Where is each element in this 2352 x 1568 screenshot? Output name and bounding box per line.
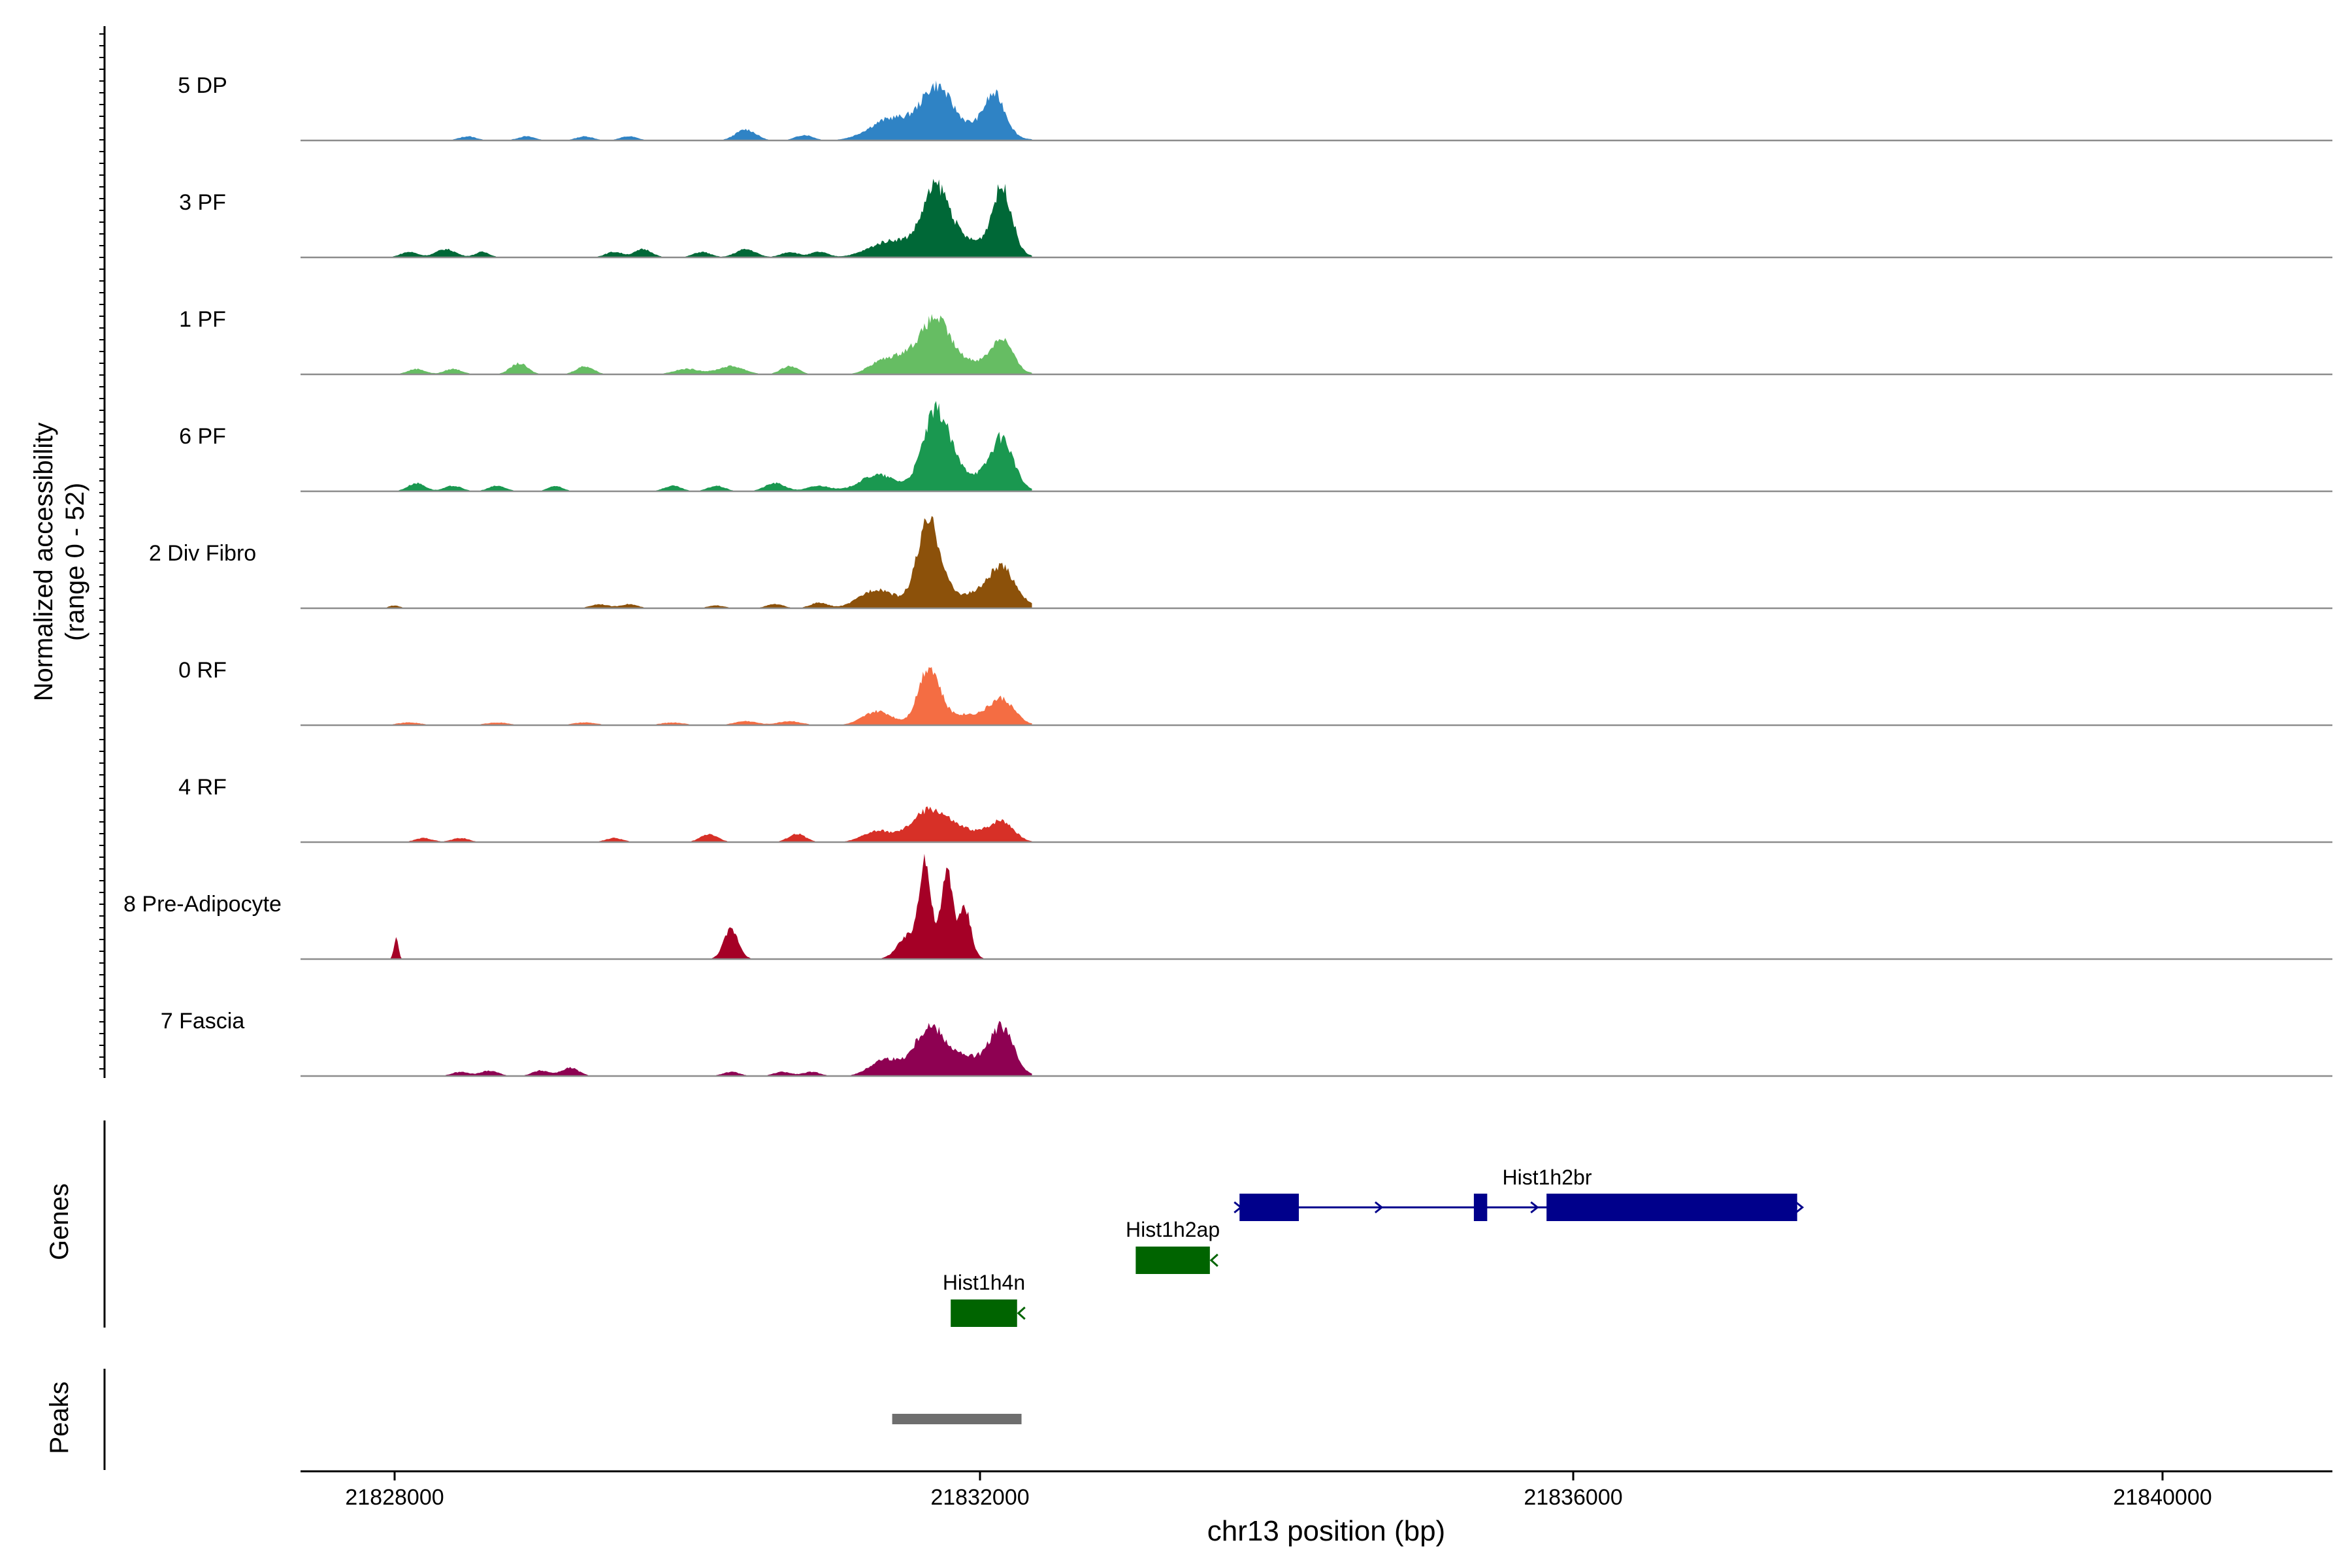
strand-arrow bbox=[1017, 1306, 1026, 1320]
strand-arrow bbox=[1795, 1201, 1805, 1214]
track-label: 8 Pre-Adipocyte bbox=[123, 892, 282, 917]
coverage-area bbox=[380, 80, 1032, 140]
gene-label: Hist1h2ap bbox=[1126, 1218, 1220, 1241]
coverage-area bbox=[380, 400, 1032, 491]
track-8-pre-adipocyte: 8 Pre-Adipocyte bbox=[123, 853, 2332, 960]
peaks-panel bbox=[103, 1369, 1022, 1470]
track-1-pf: 1 PF bbox=[179, 307, 2332, 376]
strand-arrow bbox=[1233, 1201, 1243, 1214]
genes-panel: Hist1h4n Hist1h2ap Hist1h2br bbox=[103, 1120, 1805, 1328]
gene-exon bbox=[1239, 1194, 1299, 1221]
coverage-area bbox=[380, 667, 1032, 725]
x-axis-title: chr13 position (bp) bbox=[1207, 1515, 1445, 1547]
track-label: 1 PF bbox=[179, 307, 226, 332]
track-3-pf: 3 PF bbox=[179, 178, 2332, 259]
gene-hist1h2br: Hist1h2br bbox=[1233, 1166, 1805, 1221]
gene-label: Hist1h2br bbox=[1503, 1166, 1592, 1189]
track-label: 3 PF bbox=[179, 190, 226, 215]
track-0-rf: 0 RF bbox=[178, 658, 2332, 727]
x-axis: 21828000 21832000 21836000 21840000 bbox=[301, 1470, 2332, 1510]
gene-exon bbox=[1135, 1247, 1210, 1274]
track-6-pf: 6 PF bbox=[179, 400, 2332, 493]
peaks-panel-label: Peaks bbox=[45, 1381, 74, 1454]
x-tick-label: 21836000 bbox=[1524, 1485, 1622, 1510]
coverage-area bbox=[380, 1021, 1032, 1076]
x-tick-label: 21828000 bbox=[345, 1485, 444, 1510]
x-tick-label: 21840000 bbox=[2113, 1485, 2212, 1510]
track-label: 2 Div Fibro bbox=[149, 541, 256, 566]
gene-exon bbox=[1473, 1194, 1488, 1221]
coverage-area bbox=[380, 853, 1032, 959]
track-label: 5 DP bbox=[178, 73, 227, 98]
coverage-panel: 5 DP 3 PF 1 PF 6 PF 2 Div Fibro 0 RF 4 RF 8 Pre… bbox=[99, 26, 2332, 1078]
gene-exon bbox=[1546, 1194, 1797, 1221]
track-label: 0 RF bbox=[178, 658, 227, 683]
strand-arrow bbox=[1530, 1201, 1539, 1214]
x-tick-label: 21832000 bbox=[930, 1485, 1029, 1510]
strand-arrow bbox=[1374, 1201, 1384, 1214]
y-axis-title-line1: Normalized accessibility bbox=[29, 423, 58, 702]
coverage-area bbox=[380, 178, 1032, 257]
gene-hist1h2ap: Hist1h2ap bbox=[1126, 1218, 1220, 1274]
strand-arrow bbox=[1209, 1253, 1218, 1267]
gene-hist1h4n: Hist1h4n bbox=[943, 1271, 1026, 1327]
coverage-area bbox=[380, 515, 1032, 608]
track-label: 6 PF bbox=[179, 424, 226, 449]
track-2-div-fibro: 2 Div Fibro bbox=[149, 515, 2332, 610]
track-5-dp: 5 DP bbox=[178, 73, 2332, 142]
coverage-area bbox=[380, 314, 1032, 374]
track-4-rf: 4 RF bbox=[178, 775, 2332, 843]
track-label: 7 Fascia bbox=[161, 1009, 245, 1034]
gene-exon bbox=[951, 1299, 1017, 1327]
track-7-fascia: 7 Fascia bbox=[161, 1009, 2332, 1077]
peak-region bbox=[892, 1414, 1022, 1424]
genes-panel-label: Genes bbox=[45, 1183, 74, 1260]
coverage-area bbox=[380, 806, 1032, 842]
y-axis-title-line2: (range 0 - 52) bbox=[61, 483, 90, 641]
gene-label: Hist1h4n bbox=[943, 1271, 1025, 1294]
track-label: 4 RF bbox=[178, 775, 227, 800]
